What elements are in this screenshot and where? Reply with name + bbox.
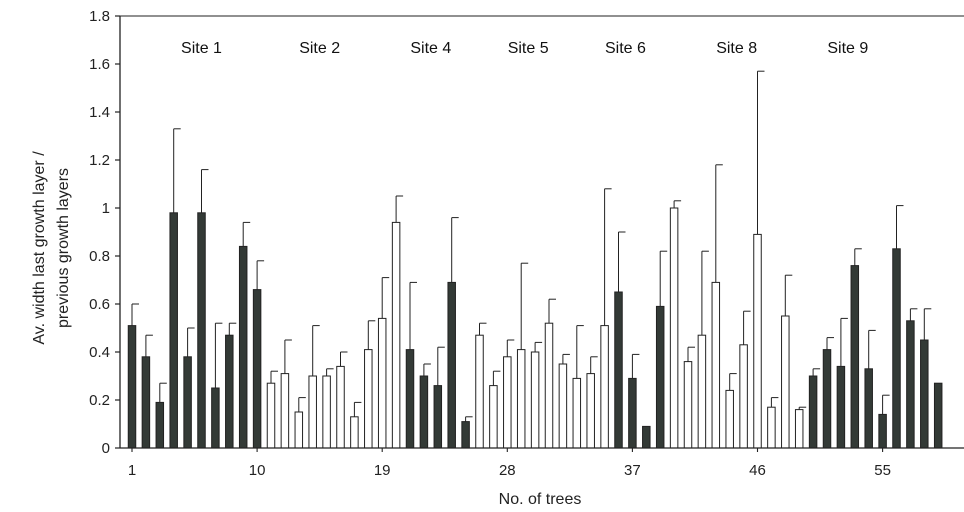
bar [155,401,165,449]
x-tick-label: 55 [874,462,891,479]
y-tick-label: 0.2 [89,392,110,409]
bar [572,377,582,449]
y-tick-label: 1 [102,200,110,217]
x-tick-label: 1 [128,462,136,479]
bar [447,281,456,449]
x-tick-label: 28 [499,462,516,479]
site-label: Site 5 [508,40,549,57]
y-tick-label: 0.6 [89,296,110,313]
bar [920,339,929,449]
y-tick-label: 0.8 [89,248,110,265]
bar [878,413,887,449]
bars-group [127,70,943,449]
bar [294,411,304,449]
y-tick-label: 1.4 [89,104,110,121]
bar [266,382,276,449]
y-axis-title-line2: previous growth layers [55,168,72,328]
bar [127,325,137,449]
bar [475,334,484,449]
bar [183,356,192,449]
bar [238,245,248,449]
bar [169,212,178,449]
bar [364,349,373,449]
bar [655,305,665,449]
bar [544,322,554,449]
bar [391,221,401,449]
bar [586,373,595,449]
bar [405,349,415,449]
bar [781,315,790,449]
site-label: Site 2 [299,40,340,57]
bar [642,425,651,449]
bar [503,356,512,449]
bar [683,361,693,449]
bar [489,385,498,449]
bar [322,375,331,449]
bar [892,248,901,449]
site-label: Site 8 [716,40,757,57]
bar [864,368,873,449]
x-tick-label: 19 [374,462,391,479]
bar [280,373,290,449]
bar [433,385,443,449]
bar [753,233,762,449]
bar [197,212,206,449]
axes-group [115,15,964,452]
bar [711,281,721,449]
bar [308,375,317,449]
labels-group: 0 0.2 0.4 0.6 0.8 1 1.2 1.4 1.6 1.8 1 10 19 28 37 46 55 S… [89,8,891,479]
y-tick-label: 0.4 [89,344,110,361]
x-tick-label: 10 [249,462,266,479]
bar [516,349,526,449]
bar [739,344,748,449]
y-tick-label: 1.8 [89,8,110,25]
site-label: Site 9 [827,40,868,57]
bar [141,356,151,449]
bar [697,334,707,449]
bar [669,207,679,449]
y-tick-label: 1.6 [89,56,110,73]
bar [377,317,387,449]
bar [767,406,776,449]
x-axis-title: No. of trees [499,491,582,508]
bar [225,334,234,449]
bar [794,409,804,449]
y-axis-title-line1: Av. width last growth layer / [31,151,48,345]
site-label: Site 4 [410,40,451,57]
bar [628,377,637,449]
bar [600,325,609,449]
bar [906,320,915,449]
bar [461,421,470,449]
bar [822,349,832,449]
bar [336,365,345,449]
y-tick-label: 0 [102,440,110,457]
site-label: Site 6 [605,40,646,57]
bar [350,416,359,449]
bar [808,375,818,449]
bar [614,291,623,449]
x-tick-label: 37 [624,462,641,479]
bar [252,289,262,449]
bar [530,351,540,449]
bar [836,365,846,449]
x-tick-label: 46 [749,462,766,479]
bar [211,387,220,449]
y-tick-label: 1.2 [89,152,110,169]
bar [933,382,943,449]
bar [850,265,860,449]
site-label: Site 1 [181,40,222,57]
bar [558,363,568,449]
bar [725,389,734,449]
bar [419,375,429,449]
